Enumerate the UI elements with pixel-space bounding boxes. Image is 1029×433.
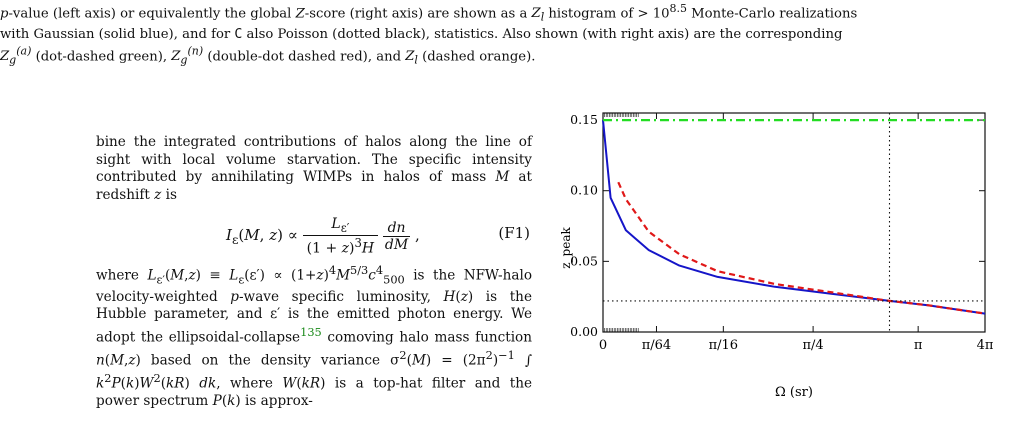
x-tick-label: π/4	[802, 338, 823, 353]
x-axis-ticks: 0 π/64 π/16 π/4 π 4π	[599, 113, 994, 353]
y-tick-label: 0.05	[570, 253, 598, 268]
series-line-dashed	[617, 181, 986, 315]
y-axis-label: z_peak	[559, 227, 573, 269]
x-minor-ticks	[604, 113, 639, 332]
figure-caption: p-value (left axis) or equivalently the …	[0, 0, 1029, 69]
plot-frame	[602, 112, 986, 333]
body-paragraph-2: where Lε′(M,z) ≡ Lε(ε′) ∝ (1+z)4M5/3c450…	[96, 263, 533, 410]
x-axis-label: Ω (sr)	[775, 385, 813, 400]
x-tick-label: π	[914, 338, 923, 353]
zpeak-chart: 0.000.050.100.15 0 π/64 π/16 π/4 π 4π Ω (sr) …	[559, 112, 994, 400]
equation-F1: Iε(M, z) ∝ Lε′ (1 + z)3H dn dM , (F1)	[96, 210, 532, 257]
caption-line-3: Zg(a) (dot-dashed green), Zg(n) (double-…	[0, 45, 536, 68]
x-tick-label: π/64	[642, 338, 671, 353]
zpeak-figure: 0.00 0.05 0.10 0.15 0 π/64 π/16 π/4 π 4π Ω (sr) …	[540, 100, 1029, 429]
equation-number: (F1)	[498, 224, 530, 242]
caption-line-1: p-value (left axis) or equivalently the …	[0, 2, 858, 25]
x-tick-label: 0	[599, 338, 607, 353]
x-tick-label: π/16	[709, 338, 738, 353]
series-line-solid	[602, 120, 986, 315]
y-tick-label: 0.00	[570, 324, 598, 339]
series-layer	[602, 119, 986, 315]
caption-line-2: with Gaussian (solid blue), and for C al…	[0, 27, 843, 43]
x-tick-label: 4π	[977, 338, 994, 353]
y-tick-label: 0.15	[570, 112, 598, 127]
body-paragraph-1: bine the integrated contributions of hal…	[96, 134, 532, 203]
y-axis-ticks: 0.00 0.05 0.10 0.15	[570, 112, 985, 339]
y-tick-label: 0.10	[570, 183, 598, 198]
annotation-layer	[603, 113, 985, 332]
equation-formula: Iε(M, z) ∝ Lε′ (1 + z)3H dn dM ,	[226, 216, 420, 257]
